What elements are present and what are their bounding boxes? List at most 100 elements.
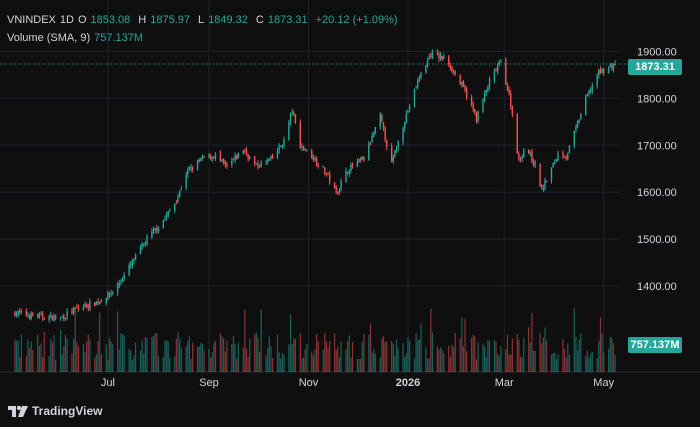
candle-body bbox=[128, 265, 130, 275]
volume-bar bbox=[555, 359, 557, 372]
candle-body bbox=[99, 301, 101, 304]
candle-body bbox=[413, 88, 416, 106]
candle-body bbox=[315, 158, 318, 165]
y-tick-label: 1800.00 bbox=[637, 93, 677, 105]
candle-body bbox=[100, 300, 103, 303]
candle-body bbox=[19, 311, 21, 313]
volume-bar bbox=[454, 332, 456, 372]
candle-body bbox=[112, 292, 114, 294]
candle-body bbox=[462, 81, 465, 87]
volume-label[interactable]: Volume (SMA, 9) bbox=[7, 32, 91, 44]
volume-bar bbox=[363, 334, 365, 372]
volume-bar bbox=[493, 340, 496, 372]
candle-body bbox=[511, 106, 514, 115]
volume-bar bbox=[552, 353, 554, 372]
volume-bar bbox=[347, 341, 349, 372]
candle-body bbox=[276, 151, 279, 160]
candle-body bbox=[417, 80, 419, 88]
candle-body bbox=[108, 292, 111, 295]
candle-body bbox=[578, 120, 580, 123]
volume-bar bbox=[61, 354, 63, 372]
candle-body bbox=[586, 94, 589, 96]
candle-body bbox=[82, 306, 85, 309]
candle-body bbox=[40, 313, 42, 315]
volume-bar bbox=[76, 341, 78, 372]
candle-body bbox=[43, 318, 45, 320]
candle-body bbox=[267, 159, 269, 162]
candle-body bbox=[328, 174, 331, 183]
volume-bar bbox=[337, 346, 339, 372]
candle-body bbox=[165, 214, 168, 218]
volume-bar bbox=[55, 359, 57, 372]
volume-bar bbox=[394, 356, 396, 372]
close-value: 1873.31 bbox=[267, 14, 308, 26]
candle-body bbox=[510, 93, 512, 107]
candle-body bbox=[589, 90, 592, 92]
volume-bar bbox=[316, 334, 318, 372]
candle-body bbox=[232, 159, 235, 161]
volume-bar bbox=[415, 333, 417, 372]
candle-body bbox=[495, 69, 497, 71]
volume-bar bbox=[356, 358, 359, 372]
symbol-label[interactable]: VNINDEX bbox=[7, 14, 56, 26]
candle-body bbox=[337, 191, 339, 193]
volume-bar bbox=[312, 355, 314, 372]
volume-bar bbox=[508, 354, 510, 372]
volume-bar bbox=[461, 317, 463, 372]
volume-bar bbox=[200, 342, 202, 372]
volume-bar bbox=[368, 334, 370, 372]
candle-body bbox=[15, 314, 18, 316]
volume-bar bbox=[247, 356, 249, 372]
candle-body bbox=[27, 315, 29, 317]
volume-bar bbox=[395, 339, 398, 372]
volume-bar bbox=[418, 339, 420, 372]
volume-bar bbox=[575, 336, 577, 372]
volume-bar bbox=[451, 345, 453, 372]
volume-bar bbox=[231, 344, 233, 372]
candle-body bbox=[496, 66, 499, 72]
volume-bar bbox=[89, 339, 91, 372]
candle-body bbox=[390, 145, 393, 162]
candle-body bbox=[527, 149, 530, 154]
candle-body bbox=[265, 160, 267, 162]
volume-bar bbox=[591, 351, 593, 372]
volume-legend-value: 757.137M bbox=[94, 32, 144, 44]
volume-bar bbox=[131, 359, 133, 372]
candle-body bbox=[356, 161, 359, 167]
volume-bar bbox=[165, 340, 168, 372]
candle-body bbox=[580, 113, 582, 120]
volume-bar bbox=[413, 358, 416, 372]
candle-body bbox=[505, 59, 507, 85]
interval-label[interactable]: 1D bbox=[59, 14, 74, 26]
candle-body bbox=[351, 164, 354, 167]
candle-body bbox=[322, 166, 324, 168]
volume-bar bbox=[562, 339, 564, 372]
candle-body bbox=[76, 307, 78, 309]
candle-body bbox=[95, 301, 98, 305]
volume-bar bbox=[64, 334, 67, 372]
volume-bar bbox=[73, 339, 75, 372]
candle-body bbox=[475, 113, 478, 122]
volume-bar bbox=[391, 340, 393, 372]
volume-bar bbox=[128, 348, 130, 372]
volume-bar bbox=[224, 351, 226, 372]
candle-body bbox=[208, 154, 210, 158]
candle-body bbox=[121, 279, 124, 283]
volume-bar bbox=[578, 339, 580, 372]
x-tick-label: May bbox=[593, 377, 614, 389]
candle-body bbox=[281, 145, 284, 147]
ohlc-legend: VNINDEX 1D O 1853.08 H 1875.97 L 1849.32 C 1873.3… bbox=[7, 13, 402, 27]
candle-body bbox=[379, 114, 381, 127]
volume-bar bbox=[546, 340, 548, 372]
volume-bar bbox=[532, 350, 535, 372]
volume-bar bbox=[529, 342, 531, 372]
volume-bar bbox=[500, 346, 502, 372]
volume-bar bbox=[511, 338, 513, 372]
volume-bar bbox=[567, 343, 569, 372]
volume-bar bbox=[609, 336, 611, 372]
tradingview-brand[interactable]: TradingView bbox=[8, 402, 102, 420]
candle-body bbox=[565, 157, 567, 159]
candle-body bbox=[348, 171, 350, 174]
candle-body bbox=[167, 211, 169, 216]
